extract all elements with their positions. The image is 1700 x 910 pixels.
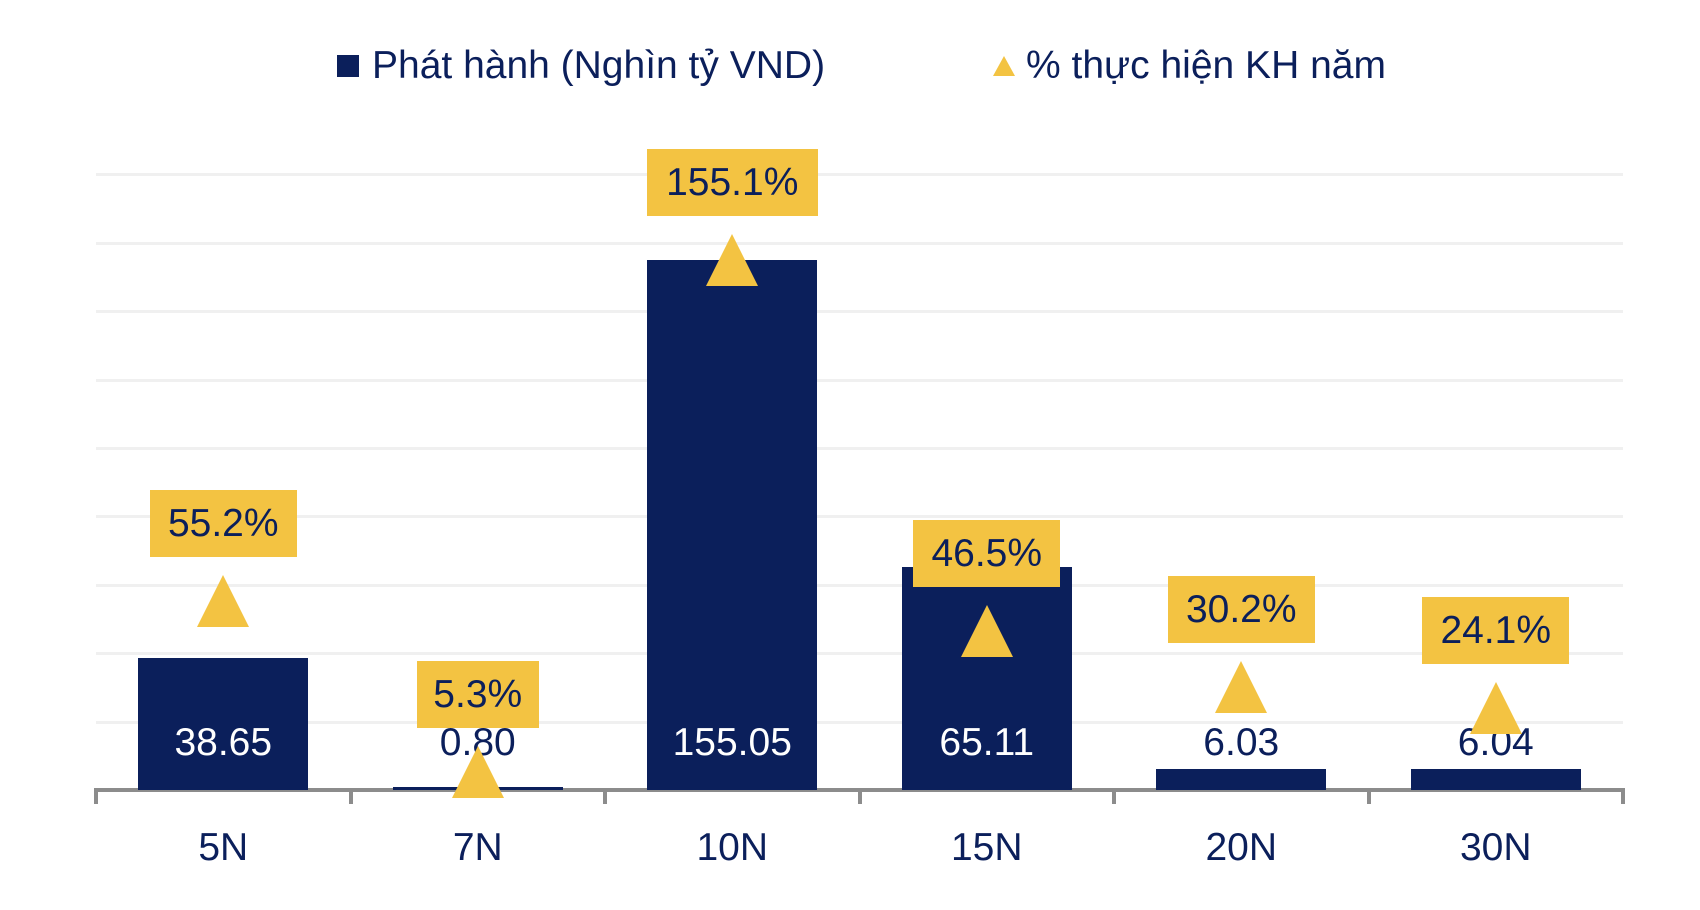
percent-label: 24.1% (1422, 596, 1570, 664)
gridline (96, 241, 1623, 245)
value-label: 38.65 (174, 721, 273, 764)
x-axis-tick (1366, 788, 1371, 804)
gridline (96, 583, 1623, 587)
bar-20N (1156, 769, 1327, 790)
bar-5N (138, 657, 309, 790)
percent-label: 5.3% (416, 660, 539, 728)
percent-label: 55.2% (149, 490, 297, 558)
gridline (96, 447, 1623, 450)
legend-label-bar: Phát hành (Nghìn tỷ VND) (372, 44, 826, 87)
bar-15N (901, 567, 1072, 790)
x-axis-tick (1112, 788, 1116, 804)
x-axis-tick (1621, 788, 1625, 804)
gridline (96, 173, 1623, 177)
category-label: 7N (452, 826, 503, 869)
x-axis-tick (348, 788, 353, 804)
gridline (96, 515, 1623, 519)
percent-label: 46.5% (913, 519, 1061, 587)
category-label: 5N (198, 826, 249, 869)
legend: Phát hành (Nghìn tỷ VND) % thực hiện KH … (0, 44, 1700, 92)
category-label: 15N (950, 826, 1023, 869)
percent-label: 155.1% (646, 148, 818, 216)
triangle-marker-icon (1215, 660, 1268, 713)
triangle-marker-icon (960, 604, 1013, 657)
legend-label-marker: % thực hiện KH năm (1026, 44, 1386, 87)
triangle-marker-icon (451, 745, 504, 798)
category-label: 30N (1459, 826, 1532, 869)
gridline (96, 378, 1623, 382)
legend-item-bar: Phát hành (Nghìn tỷ VND) (337, 44, 825, 88)
legend-item-marker: % thực hiện KH năm (993, 44, 1386, 88)
gridline (96, 720, 1623, 724)
value-label: 65.11 (939, 721, 1035, 764)
value-label: 6.03 (1203, 721, 1280, 764)
percent-label: 30.2% (1167, 575, 1315, 643)
category-label: 20N (1205, 826, 1278, 869)
x-axis-tick (603, 788, 607, 804)
triangle-marker-icon (197, 575, 250, 628)
triangle-marker-icon (1469, 681, 1522, 734)
square-icon (337, 55, 359, 77)
gridline (96, 652, 1623, 656)
triangle-icon (993, 56, 1015, 76)
category-label: 10N (696, 826, 769, 869)
value-label: 155.05 (672, 721, 792, 764)
bar-30N (1410, 769, 1581, 790)
bar-10N (647, 259, 818, 790)
gridline (96, 310, 1623, 314)
triangle-marker-icon (706, 233, 759, 286)
x-axis-tick (857, 788, 862, 804)
x-axis-tick (94, 788, 98, 804)
